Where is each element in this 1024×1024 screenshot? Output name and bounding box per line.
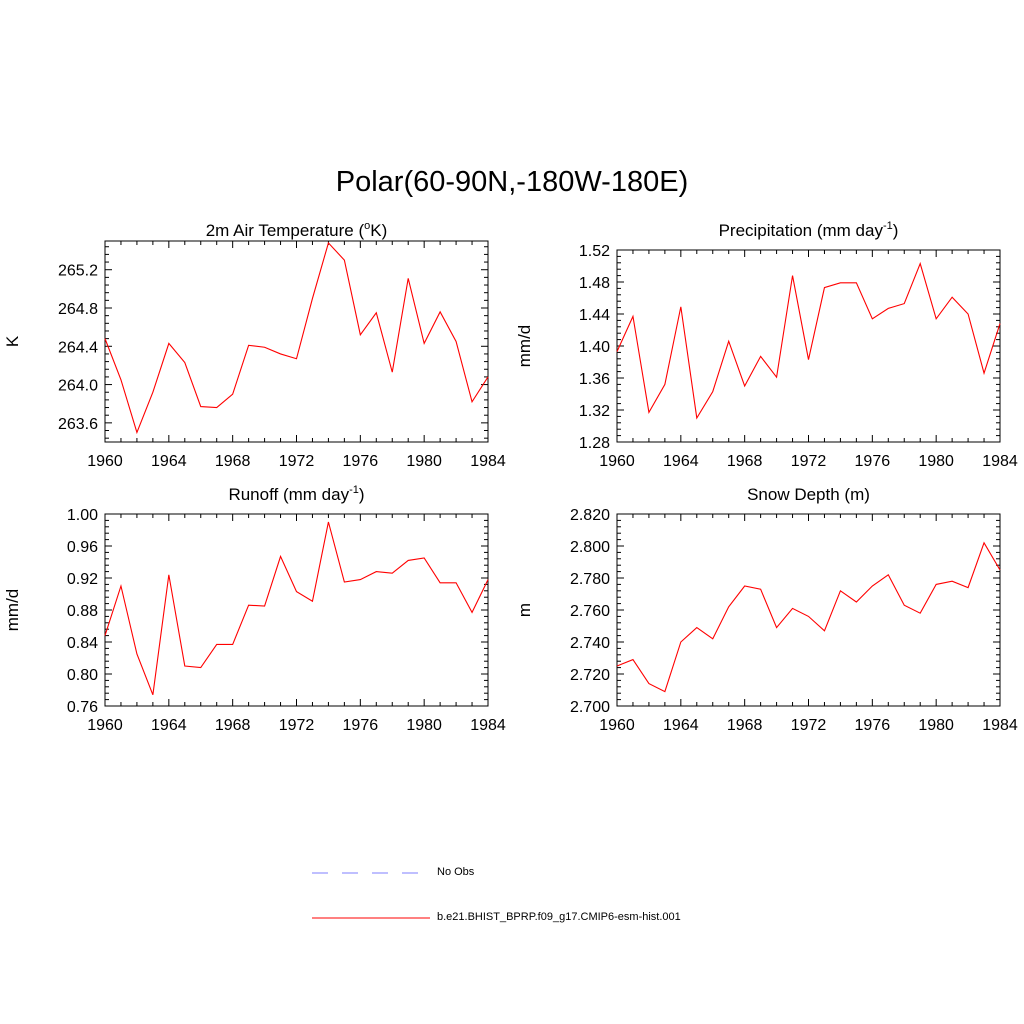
y-tick-label: 1.48 xyxy=(579,275,610,292)
y-tick-label: 0.84 xyxy=(67,635,98,652)
y-tick-label: 2.700 xyxy=(570,699,610,716)
panel-3: 1960 1964 1968 1972 1976 1980 1984 0.76 0.80 0.84… xyxy=(3,484,506,734)
series-line xyxy=(616,261,1001,420)
y-tick-label: 1.32 xyxy=(579,403,610,420)
panel-2: 1960 1964 1968 1972 1976 1980 1984 1.28 1.32 1.36… xyxy=(515,220,1018,470)
y-tick-label: 0.92 xyxy=(67,571,98,588)
y-tick-label: 1.44 xyxy=(579,307,610,324)
panel-title: Precipitation (mm day-1) xyxy=(719,220,899,240)
x-tick-label: 1968 xyxy=(215,717,251,734)
x-tick-label: 1972 xyxy=(791,717,827,734)
panel-title-suffix: ) xyxy=(893,221,899,240)
x-tick-label: 1984 xyxy=(982,717,1018,734)
plot-frame xyxy=(616,513,1001,707)
x-tick-label: 1960 xyxy=(599,717,635,734)
y-tick-label: 0.76 xyxy=(67,699,98,716)
y-tick-label: 1.28 xyxy=(579,435,610,452)
panel-title-text: Precipitation (mm day xyxy=(719,221,884,240)
y-tick-label: 265.2 xyxy=(58,263,98,280)
y-tick-label: 0.96 xyxy=(67,539,98,556)
y-tick-label: 1.52 xyxy=(579,243,610,260)
x-tick-label: 1964 xyxy=(663,717,699,734)
y-tick-label: 2.820 xyxy=(570,507,610,524)
y-tick-label: 264.8 xyxy=(58,301,98,318)
x-tick-label: 1980 xyxy=(918,453,954,470)
x-tick-label: 1972 xyxy=(279,453,315,470)
panel-title: 2m Air Temperature (oK) xyxy=(206,220,388,240)
y-axis-label: mm/d xyxy=(515,325,534,368)
plot-frame xyxy=(104,240,489,443)
y-tick-label: 2.720 xyxy=(570,667,610,684)
y-tick-label: 264.0 xyxy=(58,378,98,395)
y-tick-label: 0.80 xyxy=(67,667,98,684)
x-tick-label: 1976 xyxy=(855,453,891,470)
y-tick-label: 2.780 xyxy=(570,571,610,588)
x-tick-label: 1960 xyxy=(87,717,123,734)
panel-title-text: Runoff (mm day xyxy=(228,485,349,504)
panel-title-text: Snow Depth (m) xyxy=(747,485,870,504)
panel-title-superscript: -1 xyxy=(349,484,359,496)
panel-title-superscript: o xyxy=(364,220,370,232)
x-tick-label: 1960 xyxy=(87,453,123,470)
y-tick-label: 1.00 xyxy=(67,507,98,524)
x-tick-label: 1976 xyxy=(343,717,379,734)
panel-4: 1960 1964 1968 1972 1976 1980 1984 2.700 2.720 2.… xyxy=(515,485,1018,734)
legend-obs-label: No Obs xyxy=(437,866,475,878)
x-tick-label: 1984 xyxy=(982,453,1018,470)
y-tick-label: 263.6 xyxy=(58,416,98,433)
y-tick-label: 1.36 xyxy=(579,371,610,388)
x-tick-label: 1984 xyxy=(470,717,506,734)
x-tick-label: 1976 xyxy=(343,453,379,470)
panel-1: 1960 1964 1968 1972 1976 1980 1984 263.6 264.0 26… xyxy=(3,220,506,470)
y-tick-label: 2.800 xyxy=(570,539,610,556)
legend-model-label: b.e21.BHIST_BPRP.f09_g17.CMIP6-esm-hist.… xyxy=(437,911,681,923)
x-tick-label: 1984 xyxy=(470,453,506,470)
y-axis-label: K xyxy=(3,335,22,347)
x-tick-label: 1968 xyxy=(727,717,763,734)
plot-frame xyxy=(104,513,489,707)
y-axis-label: mm/d xyxy=(3,589,22,632)
x-tick-label: 1964 xyxy=(151,453,187,470)
y-tick-label: 2.740 xyxy=(570,635,610,652)
series-line xyxy=(104,241,489,435)
y-axis-label: m xyxy=(515,603,534,617)
x-tick-label: 1972 xyxy=(279,717,315,734)
y-tick-label: 1.40 xyxy=(579,339,610,356)
x-tick-label: 1964 xyxy=(151,717,187,734)
plot-frame xyxy=(616,249,1001,443)
x-tick-label: 1980 xyxy=(406,453,442,470)
x-tick-label: 1972 xyxy=(791,453,827,470)
page-title: Polar(60-90N,-180W-180E) xyxy=(335,166,689,198)
panel-title: Snow Depth (m) xyxy=(747,485,870,504)
x-tick-label: 1980 xyxy=(406,717,442,734)
series-line xyxy=(104,521,489,696)
x-tick-label: 1968 xyxy=(727,453,763,470)
y-tick-label: 0.88 xyxy=(67,603,98,620)
panel-title-suffix: ) xyxy=(359,485,365,504)
panel-title-superscript: -1 xyxy=(883,220,893,232)
x-tick-label: 1980 xyxy=(918,717,954,734)
panel-title-text: 2m Air Temperature ( xyxy=(206,221,365,240)
y-tick-label: 264.4 xyxy=(58,339,98,356)
series-line xyxy=(616,541,1001,693)
x-tick-label: 1976 xyxy=(855,717,891,734)
panel-title: Runoff (mm day-1) xyxy=(228,484,364,504)
y-tick-label: 2.760 xyxy=(570,603,610,620)
x-tick-label: 1968 xyxy=(215,453,251,470)
x-tick-label: 1964 xyxy=(663,453,699,470)
x-tick-label: 1960 xyxy=(599,453,635,470)
panel-title-suffix: K) xyxy=(370,221,387,240)
